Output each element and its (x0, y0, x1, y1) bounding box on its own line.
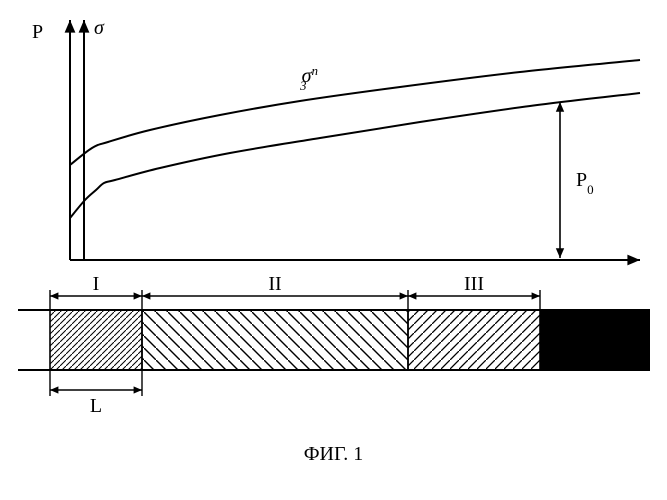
zone-solid (540, 310, 650, 370)
label-l: L (90, 395, 102, 417)
axis-label-sigma: σ (94, 17, 105, 39)
curve-p (70, 93, 640, 218)
zone-label-III: III (464, 273, 484, 295)
label-p0: P0 (576, 169, 594, 197)
figure-caption: ФИГ. 1 (304, 443, 364, 465)
zone-iii (408, 310, 540, 370)
zone-label-I: I (93, 273, 100, 295)
zone-ii (142, 310, 408, 370)
figure-svg: Pσσn3P0IIIIIILФИГ. 1 (0, 0, 667, 500)
curve-sigma-label: σn3 (299, 63, 318, 94)
axis-label-p: P (32, 21, 43, 43)
zone-i (50, 310, 142, 370)
zone-label-II: II (268, 273, 281, 295)
curve-sigma (70, 60, 640, 165)
